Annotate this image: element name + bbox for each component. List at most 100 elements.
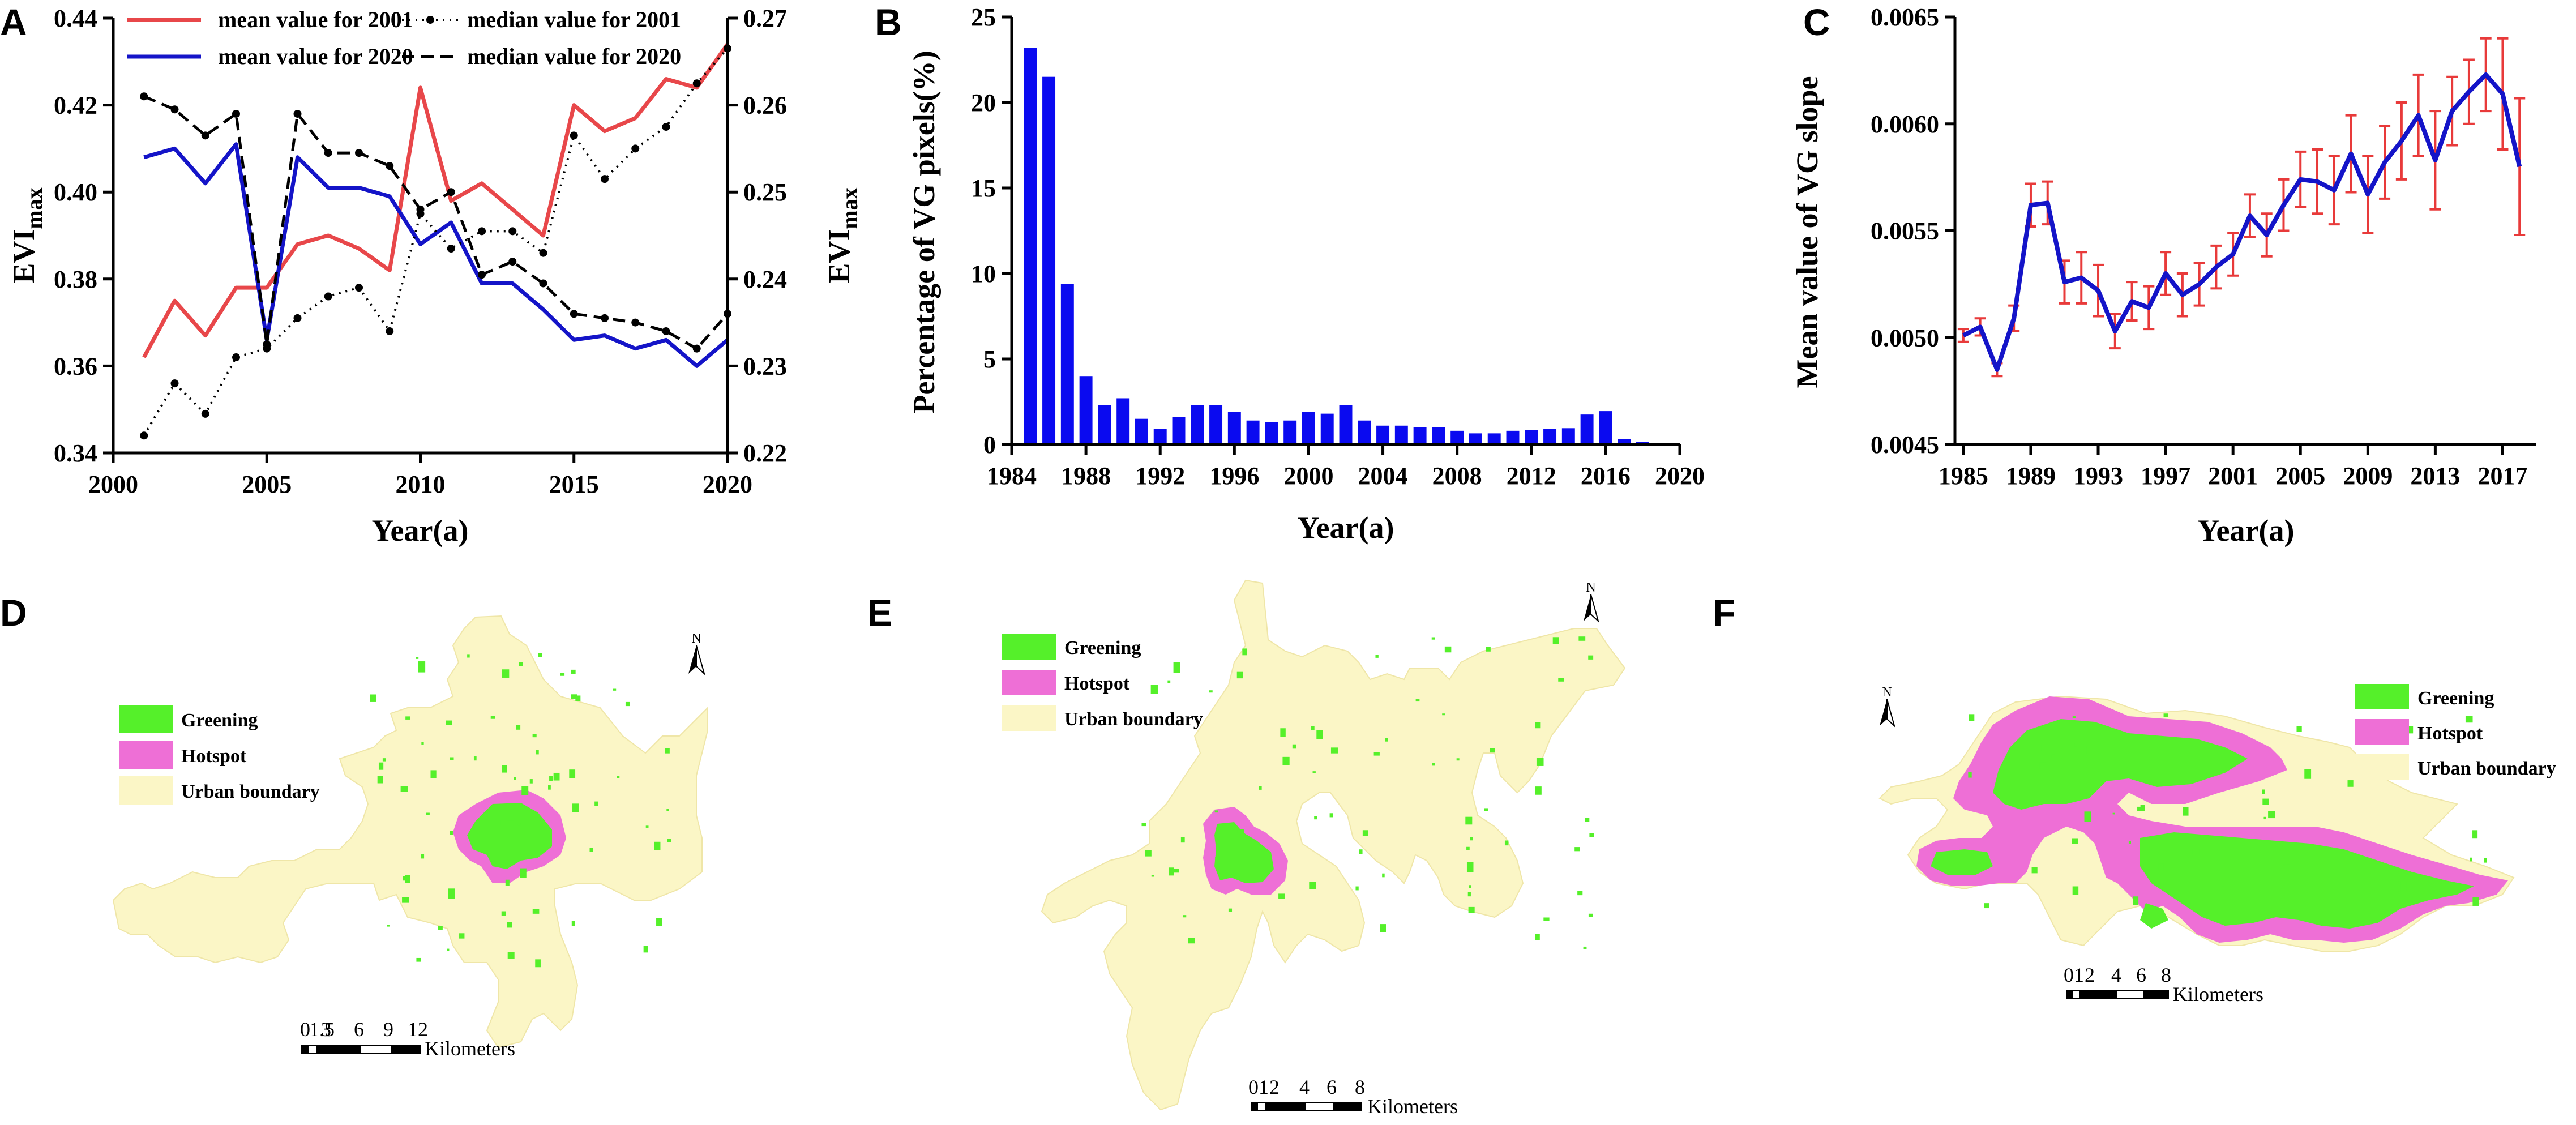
panel-a-series-point-3 bbox=[140, 92, 148, 101]
panel-b-bar bbox=[1599, 411, 1612, 444]
map-d-greening-speck bbox=[430, 770, 437, 778]
panel-c-ylabel-text: Mean value of VG slope bbox=[1790, 76, 1824, 388]
map-d-greening-speck bbox=[645, 825, 649, 828]
panel-b-chart: B 1984 1988 1992 1996 2000 2004 2008 2012 2016 20… bbox=[875, 1, 1705, 545]
panel-b-bar bbox=[1339, 405, 1353, 444]
map-e-greening-speck bbox=[1309, 882, 1316, 889]
panel-b-x-tick-label: 2020 bbox=[1655, 462, 1705, 490]
legend-label-median-2001: median value for 2001 bbox=[467, 7, 681, 32]
panel-a-series-point-2 bbox=[601, 175, 609, 183]
panel-a-ylabel-right: EVImax bbox=[822, 187, 862, 283]
map-f-scale-tick-3: 4 bbox=[2111, 964, 2121, 986]
panel-c-y-tick-label: 0.0050 bbox=[1871, 324, 1939, 352]
map-d-scale-bar: 0 1.5 3 6 9 12 Kilometers bbox=[300, 1018, 515, 1060]
map-d-greening-speck bbox=[448, 888, 455, 899]
panel-b-bar bbox=[1413, 427, 1427, 444]
panel-letter-d: D bbox=[0, 592, 27, 634]
map-f-scale-bar: 0 1 2 4 6 8 Kilometers bbox=[2064, 964, 2263, 1006]
panel-c-x-tick-label: 2005 bbox=[2275, 462, 2325, 490]
panel-a-legend: mean value for 2001 mean value for 2020 … bbox=[127, 7, 681, 69]
map-d-greening-speck bbox=[529, 779, 533, 784]
map-d-greening-speck bbox=[656, 918, 662, 926]
map-f-scale-tick-1: 1 bbox=[2074, 964, 2084, 986]
map-f-scale-unit: Kilometers bbox=[2173, 983, 2263, 1006]
map-e-greening-speck bbox=[1466, 862, 1474, 872]
map-e-legend-swatch-greening bbox=[1002, 634, 1056, 660]
map-e-urban-boundary bbox=[1041, 579, 1626, 1111]
map-e-greening-speck bbox=[1588, 913, 1593, 917]
panel-a-y-right-tick-label: 0.25 bbox=[743, 178, 787, 206]
legend-item-mean-2001: mean value for 2001 bbox=[127, 7, 413, 32]
panel-c-x-tick-label: 1985 bbox=[1939, 462, 1988, 490]
map-d-greening-speck bbox=[502, 765, 507, 773]
map-e-greening-speck bbox=[1468, 906, 1475, 913]
panel-f-map: F Greening Hotspot Urban boundary N 0 1 … bbox=[1713, 592, 2556, 1006]
map-d-greening-speck bbox=[405, 716, 410, 720]
panel-b-bar bbox=[1320, 413, 1334, 444]
map-d-greening-speck bbox=[400, 786, 408, 792]
panel-letter-a: A bbox=[0, 1, 27, 43]
panel-a-series-point-3 bbox=[447, 188, 455, 196]
legend-item-median-2020: median value for 2020 bbox=[402, 44, 681, 69]
map-f-scale-tick-4: 6 bbox=[2136, 964, 2146, 986]
panel-b-bar bbox=[1024, 48, 1037, 445]
map-f-greening-speck bbox=[1933, 858, 1937, 862]
panel-letter-e: E bbox=[867, 592, 892, 634]
panel-a-ylabel-right-main: EVI bbox=[822, 229, 856, 284]
map-f-greening-speck bbox=[2262, 789, 2265, 794]
panel-b-x-tick-label: 2012 bbox=[1507, 462, 1556, 490]
map-d-greening-speck bbox=[521, 786, 529, 795]
map-d-greening-speck bbox=[549, 776, 553, 781]
map-e-greening-speck bbox=[1490, 748, 1495, 753]
map-f-scale-tick-5: 8 bbox=[2161, 964, 2171, 986]
panel-a-y-left-tick-label: 0.44 bbox=[54, 5, 97, 32]
panel-a-y-right-tick-label: 0.27 bbox=[743, 5, 787, 32]
panel-b-bar bbox=[1394, 425, 1408, 444]
panel-a-series-point-3 bbox=[355, 149, 363, 157]
panel-b-ticks: 1984 1988 1992 1996 2000 2004 2008 2012 2016 2020… bbox=[971, 3, 1705, 490]
panel-b-bar bbox=[1209, 405, 1223, 444]
panel-b-x-tick-label: 2016 bbox=[1581, 462, 1631, 490]
panel-b-bar bbox=[1432, 427, 1445, 444]
panel-a-y-left-tick-label: 0.34 bbox=[54, 439, 97, 467]
panel-b-x-tick-label: 1984 bbox=[987, 462, 1037, 490]
panel-c-x-tick-label: 2001 bbox=[2208, 462, 2258, 490]
panel-b-x-tick-label: 1988 bbox=[1061, 462, 1111, 490]
map-e-greening-speck bbox=[1385, 738, 1388, 742]
panel-b-x-tick-label: 2004 bbox=[1358, 462, 1408, 490]
panel-c-series bbox=[1957, 37, 2526, 378]
map-f-greening-speck bbox=[2408, 726, 2414, 734]
panel-a-chart: A 2000 2005 2010 2015 2020 0.34 0.36 0.38 0.40 0.… bbox=[0, 1, 862, 547]
map-e-greening-speck bbox=[1173, 869, 1179, 873]
panel-b-bar bbox=[1283, 420, 1297, 444]
map-d-greening-speck bbox=[572, 803, 579, 812]
map-f-legend-label-greening: Greening bbox=[2417, 688, 2494, 709]
svg-text:EVImax: EVImax bbox=[7, 187, 47, 283]
map-d-greening-speck bbox=[382, 758, 386, 762]
map-e-greening-speck bbox=[1151, 875, 1154, 877]
map-e-greening-speck bbox=[1311, 726, 1315, 731]
panel-a-series-line-1 bbox=[143, 142, 729, 368]
panel-b-bar bbox=[1302, 412, 1315, 444]
map-f-greening-speck bbox=[2039, 762, 2046, 769]
panel-c-y-tick-label: 0.0060 bbox=[1871, 110, 1939, 138]
panel-b-bar bbox=[1246, 420, 1260, 444]
map-d-greening-speck bbox=[370, 694, 376, 702]
panel-c-x-tick-label: 1993 bbox=[2073, 462, 2123, 490]
legend-item-median-2001: median value for 2001 bbox=[402, 7, 681, 32]
map-f-greening-speck bbox=[2072, 886, 2079, 895]
panel-a-ticks: 2000 2005 2010 2015 2020 0.34 0.36 0.38 0.40 0.42… bbox=[54, 5, 787, 498]
panel-b-bar bbox=[1116, 398, 1130, 444]
map-e-greening-speck bbox=[1214, 810, 1218, 813]
map-d-legend-label-greening: Greening bbox=[181, 710, 258, 731]
map-d-greening-speck bbox=[473, 756, 477, 761]
map-e-legend-label-greening: Greening bbox=[1064, 638, 1141, 658]
map-f-greening-speck bbox=[2283, 859, 2290, 865]
panel-b-bar bbox=[1469, 433, 1482, 444]
panel-a-series-point-3 bbox=[601, 314, 609, 322]
panel-b-y-tick-label: 10 bbox=[971, 260, 996, 288]
map-e-greening-speck bbox=[1188, 938, 1195, 944]
panel-b-bars bbox=[1024, 48, 1668, 445]
legend-label-mean-2020: mean value for 2020 bbox=[218, 44, 413, 69]
